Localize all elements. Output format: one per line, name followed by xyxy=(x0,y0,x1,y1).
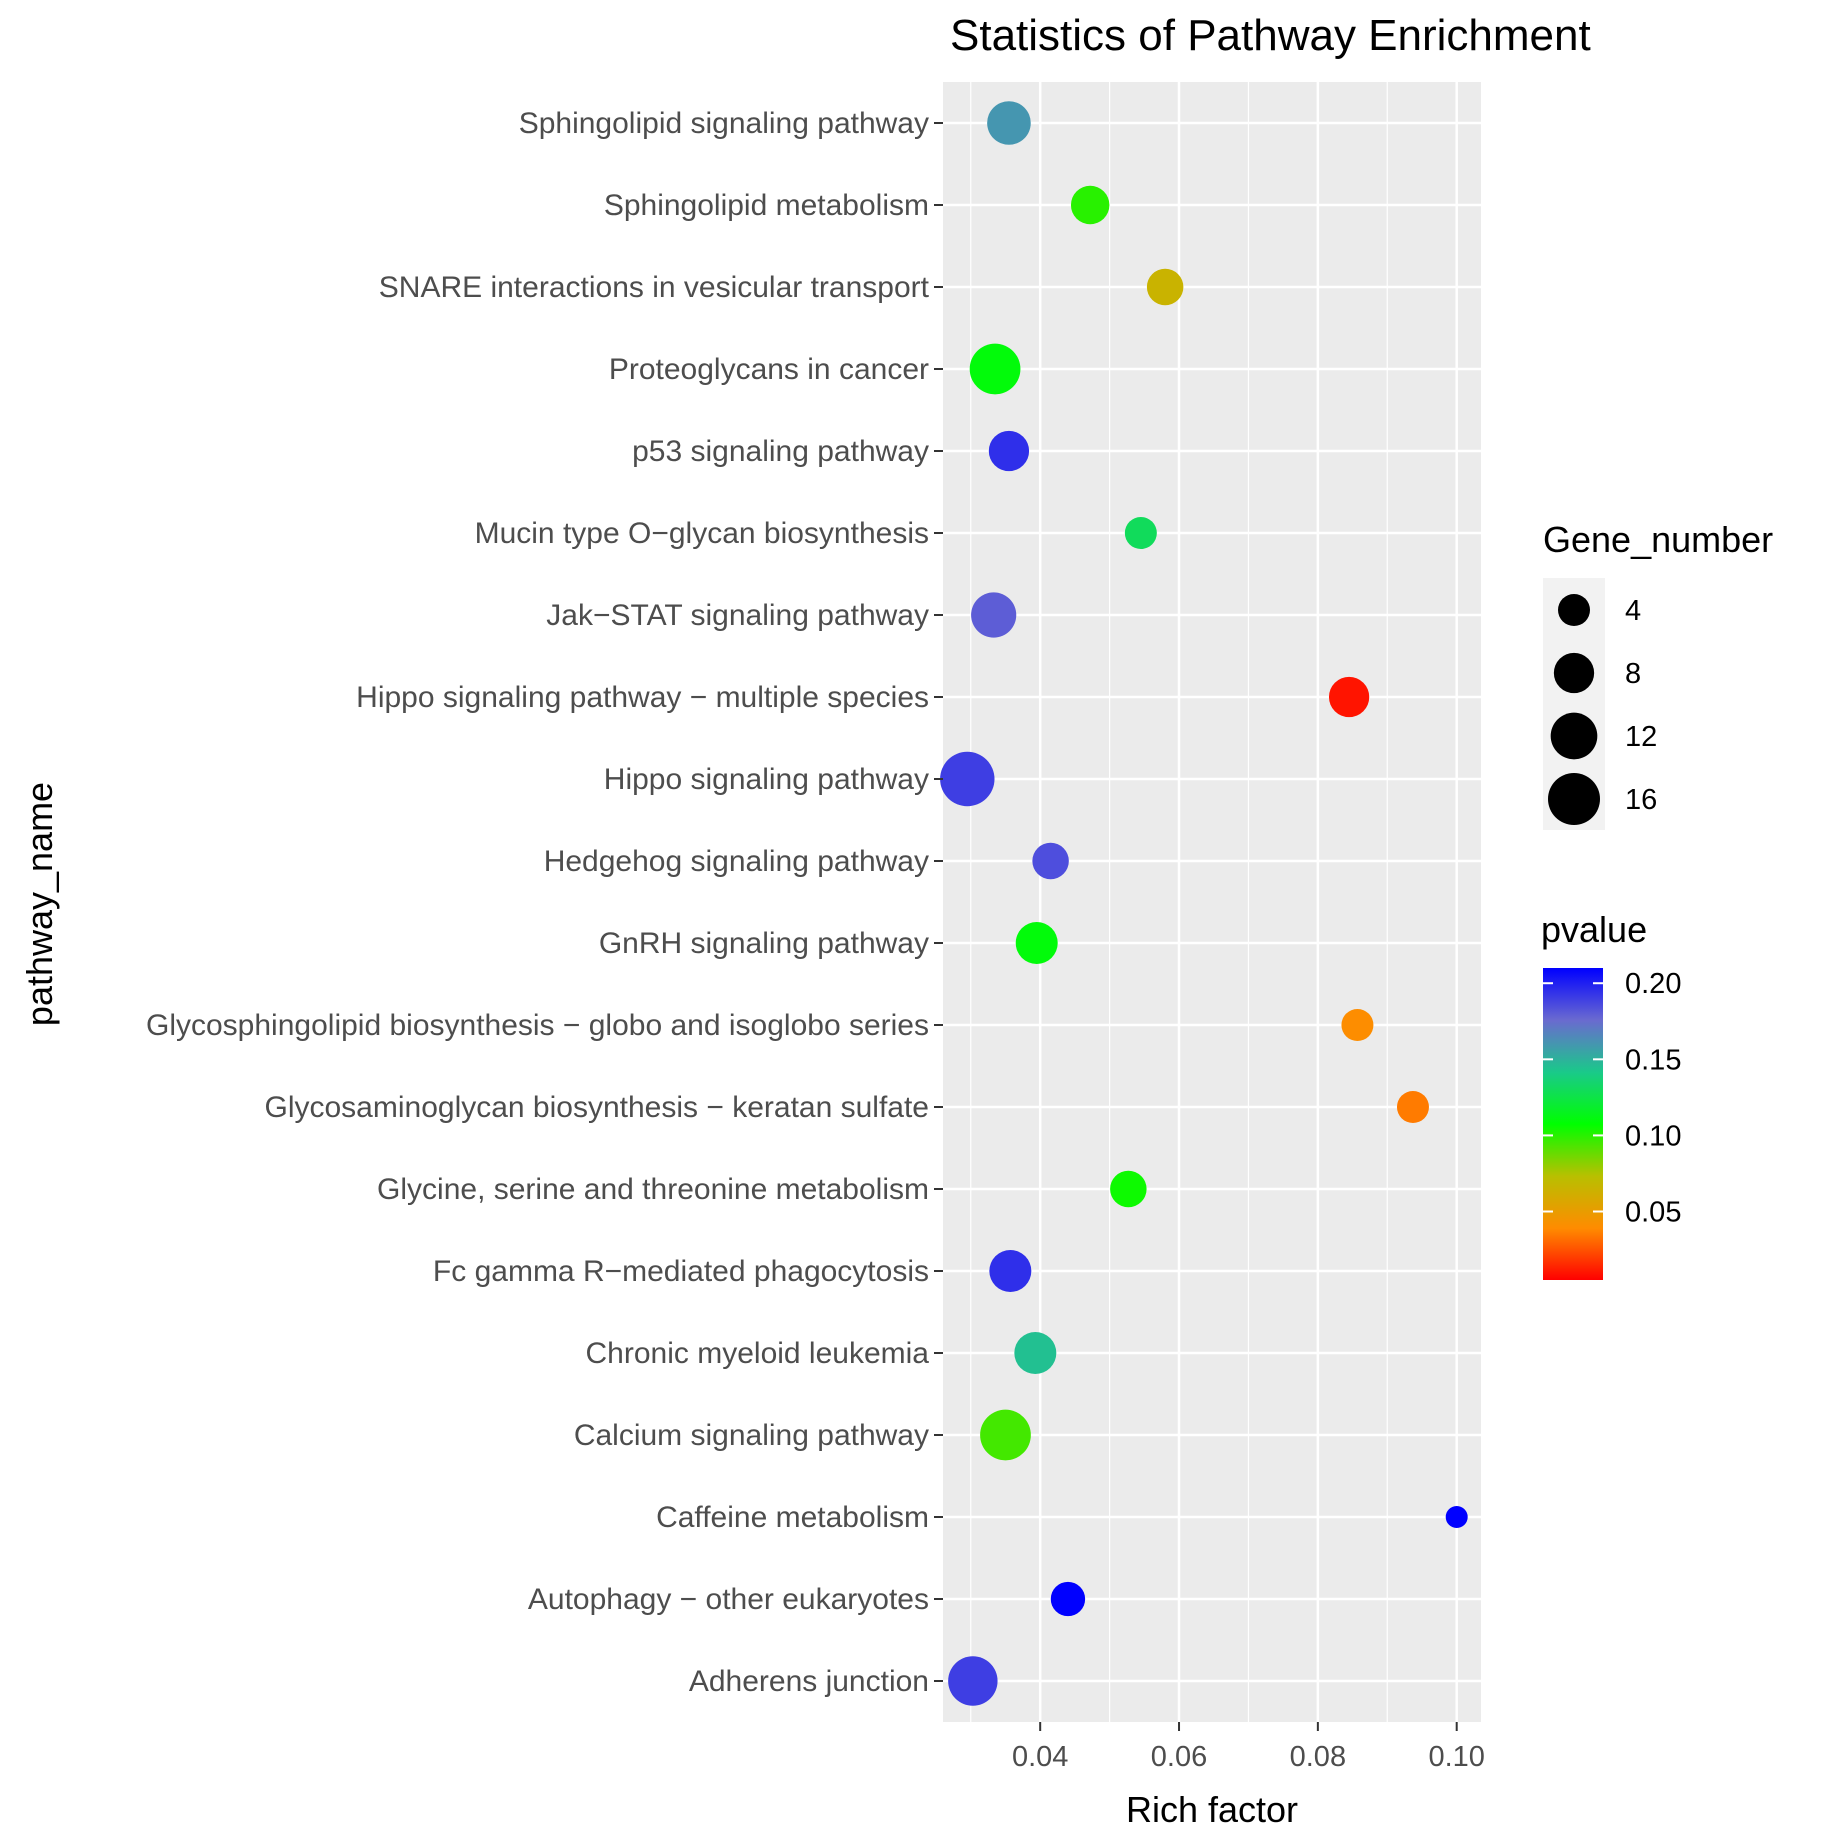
chart-title: Statistics of Pathway Enrichment xyxy=(950,11,1591,60)
data-point xyxy=(1328,676,1370,718)
y-tick-label: Sphingolipid signaling pathway xyxy=(519,107,929,140)
colorbar xyxy=(1543,968,1603,1280)
y-tick-label: Glycine, serine and threonine metabolism xyxy=(377,1173,929,1206)
colorbar-label: 0.20 xyxy=(1625,968,1681,1000)
x-tick-label: 0.08 xyxy=(1290,1741,1346,1773)
data-point xyxy=(1341,1009,1374,1041)
data-point xyxy=(1050,1581,1086,1617)
size-legend-dot xyxy=(1548,773,1600,825)
y-tick-label: Caffeine metabolism xyxy=(656,1501,929,1534)
data-point xyxy=(1110,1170,1147,1208)
color-legend-title: pvalue xyxy=(1541,909,1647,950)
y-tick-label: Mucin type O−glycan biosynthesis xyxy=(475,517,929,550)
data-point xyxy=(988,430,1030,472)
data-point xyxy=(1015,922,1058,964)
data-points xyxy=(940,101,1468,1706)
colorbar-label: 0.05 xyxy=(1625,1197,1681,1229)
y-tick-label: Adherens junction xyxy=(689,1665,929,1698)
y-tick-label: Fc gamma R−mediated phagocytosis xyxy=(433,1255,929,1288)
size-legend-label: 4 xyxy=(1625,595,1641,627)
data-point xyxy=(1445,1506,1468,1528)
data-point xyxy=(980,1409,1031,1461)
data-point xyxy=(1014,1332,1057,1374)
y-tick-label: Glycosphingolipid biosynthesis − globo a… xyxy=(146,1009,929,1042)
y-tick-label: Proteoglycans in cancer xyxy=(609,353,929,386)
y-tick-label: Hedgehog signaling pathway xyxy=(544,845,929,878)
size-legend-dot xyxy=(1553,652,1595,694)
data-point xyxy=(1124,517,1157,549)
x-axis: 0.04 0.06 0.08 0.10 xyxy=(1012,1722,1485,1773)
size-legend-dot xyxy=(1558,594,1590,626)
data-point xyxy=(989,1250,1032,1292)
colorbar-label: 0.15 xyxy=(1625,1044,1681,1076)
y-tick-label: Chronic myeloid leukemia xyxy=(586,1337,930,1370)
y-tick-label: Autophagy − other eukaryotes xyxy=(528,1583,929,1616)
size-legend-label: 8 xyxy=(1625,658,1641,690)
data-point xyxy=(1032,842,1069,880)
x-tick-label: 0.06 xyxy=(1151,1741,1207,1773)
data-point xyxy=(1070,185,1110,225)
size-legend-title: Gene_number xyxy=(1543,519,1773,560)
data-point xyxy=(1146,268,1184,306)
data-point xyxy=(987,101,1031,145)
size-legend: Gene_number 4 8 12 16 xyxy=(1543,519,1773,830)
y-tick-label: SNARE interactions in vesicular transpor… xyxy=(379,271,930,304)
size-legend-label: 16 xyxy=(1625,784,1657,816)
x-tick-label: 0.10 xyxy=(1428,1741,1484,1773)
y-axis-title: pathway_name xyxy=(19,782,60,1026)
data-point xyxy=(969,343,1021,395)
size-legend-dot xyxy=(1550,712,1598,760)
y-tick-label: Hippo signaling pathway − multiple speci… xyxy=(356,681,929,714)
major-gridlines xyxy=(943,82,1481,1722)
y-tick-label: Hippo signaling pathway xyxy=(604,763,929,796)
y-tick-label: p53 signaling pathway xyxy=(632,435,929,468)
minor-gridlines xyxy=(970,82,1388,1722)
colorbar-label: 0.10 xyxy=(1625,1120,1681,1152)
x-axis-title: Rich factor xyxy=(1126,1789,1298,1830)
data-point xyxy=(971,592,1017,638)
y-tick-label: Sphingolipid metabolism xyxy=(604,189,929,222)
y-tick-label: GnRH signaling pathway xyxy=(599,927,929,960)
plot-panel xyxy=(943,82,1481,1722)
size-legend-label: 12 xyxy=(1625,721,1657,753)
y-tick-label: Glycosaminoglycan biosynthesis − keratan… xyxy=(264,1091,929,1124)
y-tick-label: Calcium signaling pathway xyxy=(574,1419,929,1452)
data-point xyxy=(1396,1091,1429,1123)
y-tick-label: Jak−STAT signaling pathway xyxy=(546,599,929,632)
data-point xyxy=(948,1656,998,1706)
y-axis: Sphingolipid signaling pathway Sphingolip… xyxy=(146,107,943,1698)
x-tick-label: 0.04 xyxy=(1012,1741,1068,1773)
data-point xyxy=(940,751,995,807)
color-legend: pvalue 0.05 0.10 0.15 0.20 xyxy=(1541,909,1681,1280)
